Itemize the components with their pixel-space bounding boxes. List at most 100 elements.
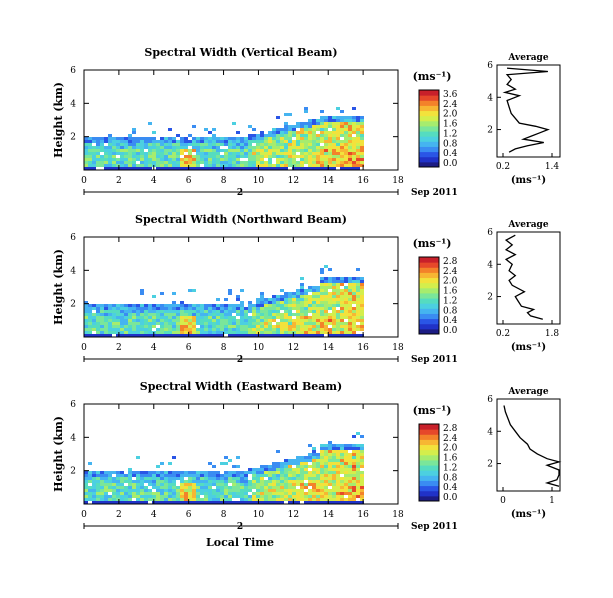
heatmap-cell — [184, 471, 188, 474]
heatmap-cell — [172, 140, 176, 143]
heatmap-cell — [172, 495, 176, 498]
heatmap-cell — [256, 316, 260, 319]
heatmap-cell — [284, 301, 288, 304]
heatmap-cell — [328, 280, 332, 283]
heatmap-cell — [340, 331, 344, 334]
heatmap-cell — [128, 149, 132, 152]
heatmap-cell — [184, 143, 188, 146]
heatmap-cell — [308, 477, 312, 480]
heatmap-cell — [84, 307, 88, 310]
heatmap-cell — [324, 456, 328, 459]
heatmap-cell — [308, 304, 312, 307]
heatmap-cell — [88, 474, 92, 477]
heatmap-cell — [104, 149, 108, 152]
heatmap-cell — [224, 310, 228, 313]
heatmap-cell — [88, 477, 92, 480]
heatmap-cell — [236, 152, 240, 155]
heatmap-cell — [308, 143, 312, 146]
average-y-tick-label: 4 — [487, 93, 493, 103]
heatmap-cell — [360, 161, 364, 164]
heatmap-cell — [244, 307, 248, 310]
heatmap-cell — [232, 307, 236, 310]
heatmap-cell — [360, 277, 364, 280]
heatmap-cell — [216, 304, 220, 307]
heatmap-cell — [160, 495, 164, 498]
heatmap-cell — [320, 292, 324, 295]
heatmap-cell — [292, 474, 296, 477]
heatmap-cell — [328, 462, 332, 465]
heatmap-cell — [212, 152, 216, 155]
heatmap-cell — [360, 301, 364, 304]
heatmap-cell — [148, 149, 152, 152]
heatmap-cell — [252, 328, 256, 331]
heatmap-cell — [324, 155, 328, 158]
heatmap-cell — [164, 146, 168, 149]
heatmap-cell — [172, 167, 176, 170]
heatmap-cell — [308, 298, 312, 301]
x-tick-label: 6 — [186, 510, 192, 520]
heatmap-cell — [224, 483, 228, 486]
heatmap-cell — [140, 474, 144, 477]
heatmap — [84, 107, 364, 170]
heatmap-cell — [324, 149, 328, 152]
heatmap-cell — [188, 167, 192, 170]
heatmap-cell — [336, 474, 340, 477]
heatmap-cell — [296, 122, 300, 125]
heatmap-cell — [144, 495, 148, 498]
heatmap-cell — [100, 477, 104, 480]
heatmap-cell — [332, 119, 336, 122]
heatmap-cell — [252, 307, 256, 310]
heatmap-cell — [324, 313, 328, 316]
heatmap-cell — [284, 489, 288, 492]
heatmap-cell — [276, 328, 280, 331]
heatmap-cell — [176, 489, 180, 492]
heatmap-cell — [124, 313, 128, 316]
heatmap-cell — [160, 483, 164, 486]
heatmap-cell — [156, 495, 160, 498]
heatmap-cell — [160, 143, 164, 146]
heatmap-cell — [192, 325, 196, 328]
heatmap-cell — [360, 444, 364, 447]
heatmap-cell — [284, 468, 288, 471]
heatmap-cell — [296, 319, 300, 322]
heatmap-cell — [320, 486, 324, 489]
heatmap-cell — [232, 316, 236, 319]
heatmap-cell — [96, 155, 100, 158]
heatmap-cell — [128, 310, 132, 313]
heatmap-cell — [188, 483, 192, 486]
heatmap-cell — [308, 501, 312, 504]
heatmap-cell — [176, 149, 180, 152]
heatmap-cell — [352, 161, 356, 164]
heatmap-cell — [320, 137, 324, 140]
heatmap-cell — [148, 167, 152, 170]
heatmap-cell — [180, 480, 184, 483]
heatmap-cell — [360, 319, 364, 322]
heatmap-cell — [308, 134, 312, 137]
heatmap-cell — [348, 155, 352, 158]
heatmap-cell — [316, 304, 320, 307]
heatmap-cell — [120, 495, 124, 498]
heatmap-cell — [84, 498, 88, 501]
heatmap-cell — [312, 316, 316, 319]
heatmap-cell — [316, 501, 320, 504]
heatmap-cell — [96, 143, 100, 146]
heatmap-cell — [276, 492, 280, 495]
heatmap-cell — [296, 298, 300, 301]
colorbar-tick-label: 2.4 — [443, 267, 458, 277]
heatmap-cell — [100, 331, 104, 334]
heatmap-cell — [144, 319, 148, 322]
heatmap-cell — [232, 501, 236, 504]
colorbar-swatch — [419, 146, 439, 153]
heatmap-cell — [128, 474, 132, 477]
heatmap-cell — [140, 146, 144, 149]
heatmap-cell — [268, 474, 272, 477]
heatmap-cell — [152, 492, 156, 495]
heatmap-cell — [232, 152, 236, 155]
heatmap-cell — [116, 480, 120, 483]
heatmap-cell — [356, 465, 360, 468]
heatmap-cell — [228, 334, 232, 337]
heatmap-cell — [320, 471, 324, 474]
heatmap-cell — [328, 483, 332, 486]
heatmap-cell — [168, 137, 172, 140]
heatmap-cell — [252, 316, 256, 319]
